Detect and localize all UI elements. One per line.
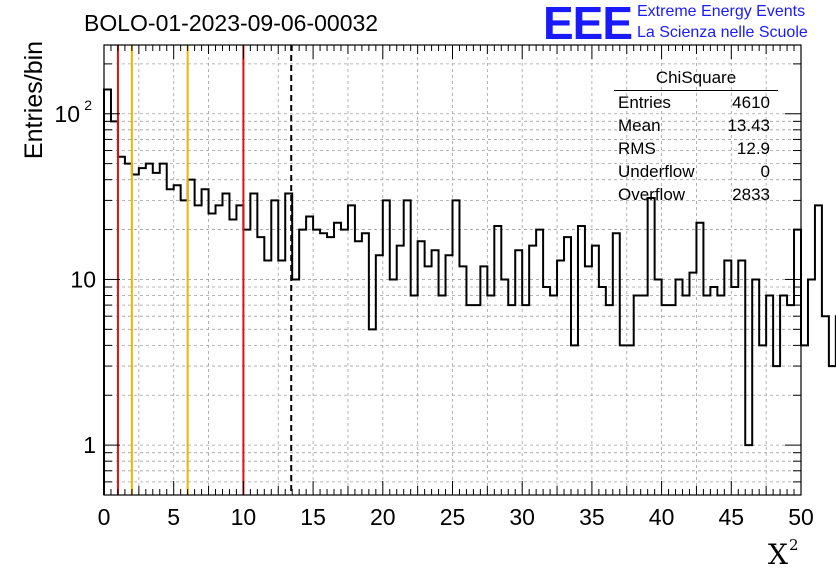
x-tick-label: 20 — [370, 504, 396, 530]
stats-label: Entries — [618, 93, 671, 112]
x-axis-label: X2 — [768, 536, 798, 571]
stats-value: 12.9 — [736, 139, 770, 158]
x-tick-label: 0 — [98, 504, 111, 530]
stats-row-mean: Mean 13.43 — [614, 114, 778, 137]
x-tick-label: 50 — [788, 504, 814, 530]
x-tick-label: 10 — [231, 504, 257, 530]
stats-value: 13.43 — [727, 116, 770, 135]
x-tick-label: 25 — [440, 504, 466, 530]
x-axis-label-sup: 2 — [788, 536, 799, 554]
plot-title: BOLO-01-2023-09-06-00032 — [84, 10, 379, 36]
eee-logo: EEE — [543, 0, 633, 49]
stats-row-rms: RMS 12.9 — [614, 137, 778, 160]
x-axis-label-base: X — [768, 538, 788, 571]
y-tick-label: 1 — [83, 432, 96, 458]
stats-label: Underflow — [618, 162, 695, 181]
x-tick-label: 30 — [509, 504, 535, 530]
stats-row-overflow: Overflow 2833 — [614, 183, 778, 206]
stats-label: RMS — [618, 139, 656, 158]
y-axis-label: Entries/bin — [20, 40, 48, 160]
logo-line-1: Extreme Energy Events — [637, 3, 806, 20]
stats-value: 0 — [760, 162, 770, 181]
x-tick-label: 15 — [300, 504, 326, 530]
stats-label: Mean — [618, 116, 661, 135]
y-tick-exponent: 2 — [84, 97, 92, 113]
x-tick-label: 40 — [649, 504, 675, 530]
y-tick-label: 10 — [54, 101, 80, 127]
x-tick-label: 35 — [579, 504, 605, 530]
stats-title: ChiSquare — [614, 66, 778, 91]
logo-line-2: La Scienza nelle Scuole — [637, 24, 808, 41]
stats-value: 2833 — [732, 185, 770, 204]
stats-value: 4610 — [732, 93, 770, 112]
x-tick-label: 45 — [719, 504, 745, 530]
stats-label: Overflow — [618, 185, 686, 204]
y-tick-label: 10 — [70, 266, 96, 292]
histogram-outline — [103, 88, 836, 495]
stats-box: ChiSquare Entries 4610 Mean 13.43 RMS 12.9 … — [614, 66, 778, 206]
stats-row-entries: Entries 4610 — [614, 91, 778, 114]
stats-row-underflow: Underflow 0 — [614, 160, 778, 183]
x-tick-label: 5 — [167, 504, 180, 530]
